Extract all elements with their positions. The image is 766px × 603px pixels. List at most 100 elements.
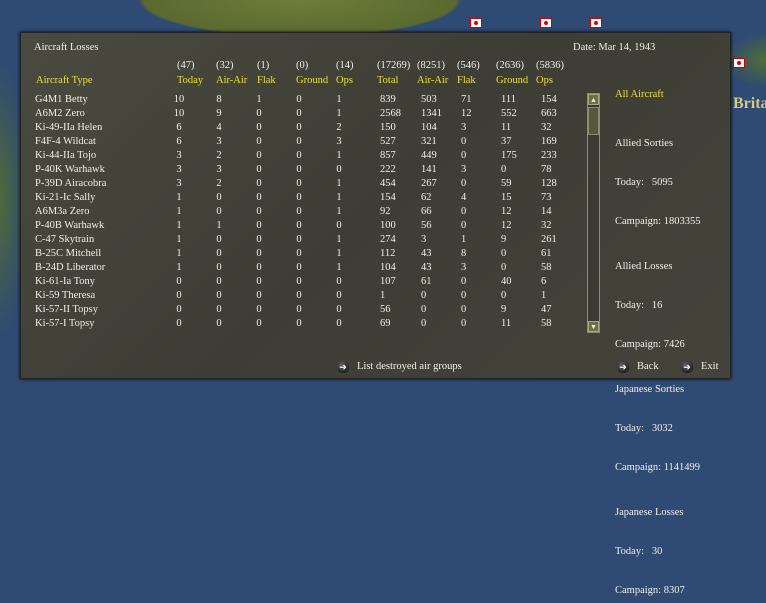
cell-value: 0 — [421, 318, 427, 329]
column-header[interactable]: Flak — [457, 75, 476, 86]
cell-value: 0 — [501, 290, 507, 301]
column-header[interactable]: Ops — [536, 75, 553, 86]
cell-value: 3 — [216, 164, 222, 175]
cell-value: 0 — [296, 262, 302, 273]
cell-value: 0 — [296, 94, 302, 105]
table-row[interactable]: Ki-57-II Topsy 0 0 0 0 0 56 0 0 9 47 — [21, 303, 571, 317]
column-header[interactable]: Ground — [296, 75, 329, 86]
cell-value: 1 — [336, 206, 342, 217]
exit-button[interactable]: ➔ Exit — [681, 360, 719, 373]
cell-value: 3 — [176, 178, 182, 189]
cell-value: 0 — [256, 248, 262, 259]
cell-value: 56 — [380, 304, 391, 315]
cell-value: 66 — [421, 206, 432, 217]
cell-value: 0 — [296, 318, 302, 329]
column-total: (5836) — [536, 60, 564, 71]
cell-value: 4 — [461, 192, 467, 203]
panel-title: Aircraft Losses — [34, 42, 99, 53]
cell-value: 0 — [296, 290, 302, 301]
cell-value: 71 — [461, 94, 472, 105]
cell-value: 3 — [176, 164, 182, 175]
table-row[interactable]: Ki-49-IIa Helen 6 4 0 0 2 150 104 3 11 32 — [21, 121, 571, 135]
aircraft-losses-panel: Aircraft Losses Date: Mar 14, 1943 Aircr… — [20, 32, 731, 596]
cell-value: 261 — [541, 234, 557, 245]
table-row[interactable]: Ki-57-I Topsy 0 0 0 0 0 69 0 0 11 58 — [21, 317, 571, 331]
table-row[interactable]: G4M1 Betty 10 8 1 0 1 839 503 71 111 154 — [21, 93, 571, 107]
summary-title: Allied Losses — [615, 261, 673, 272]
aircraft-name: P-40K Warhawk — [35, 164, 105, 175]
cell-value: 3 — [216, 136, 222, 147]
summary-group: Allied Losses Today: 16 Campaign: 7426 — [615, 234, 700, 351]
cell-value: 0 — [296, 220, 302, 231]
cell-value: 154 — [380, 192, 396, 203]
cell-value: 0 — [501, 262, 507, 273]
cell-value: 0 — [176, 276, 182, 287]
cell-value: 1 — [461, 234, 467, 245]
table-row[interactable]: Ki-59 Theresa 0 0 0 0 0 1 0 0 0 1 — [21, 289, 571, 303]
map-label: Brita — [733, 95, 766, 112]
cell-value: 12 — [501, 220, 512, 231]
table-row[interactable]: F4F-4 Wildcat 6 3 0 0 3 527 321 0 37 169 — [21, 135, 571, 149]
cell-value: 1 — [336, 178, 342, 189]
cell-value: 0 — [336, 276, 342, 287]
cell-value: 552 — [501, 108, 517, 119]
back-button[interactable]: ➔ Back — [617, 360, 659, 373]
scrollbar[interactable]: ▲ ▼ — [587, 93, 600, 333]
cell-value: 0 — [461, 318, 467, 329]
table-row[interactable]: Ki-21-Ic Sally 1 0 0 0 1 154 62 4 15 73 — [21, 191, 571, 205]
column-header[interactable]: Air-Air — [417, 75, 449, 86]
aircraft-name: A6M3a Zero — [35, 206, 90, 217]
table-row[interactable]: P-40K Warhawk 3 3 0 0 0 222 141 3 0 78 — [21, 163, 571, 177]
cell-value: 1 — [336, 192, 342, 203]
summary-campaign: Campaign: 1803355 — [615, 216, 701, 227]
list-destroyed-air-groups-button[interactable]: ➔ List destroyed air groups — [337, 360, 462, 373]
button-label: Back — [637, 361, 659, 372]
table-row[interactable]: P-40B Warhawk 1 1 0 0 0 100 56 0 12 32 — [21, 219, 571, 233]
cell-value: 14 — [541, 206, 552, 217]
cell-value: 3 — [421, 234, 427, 245]
column-header[interactable]: Today — [177, 75, 204, 86]
cell-value: 0 — [256, 136, 262, 147]
cell-value: 0 — [461, 178, 467, 189]
japanese-flag-icon — [590, 18, 602, 28]
table-row[interactable]: Ki-44-IIa Tojo 3 2 0 0 1 857 449 0 175 233 — [21, 149, 571, 163]
cell-value: 1 — [336, 108, 342, 119]
table-row[interactable]: C-47 Skytrain 1 0 0 0 1 274 3 1 9 261 — [21, 233, 571, 247]
cell-value: 0 — [256, 304, 262, 315]
summary-title: Japanese Sorties — [615, 384, 685, 395]
date-label: Date: Mar 14, 1943 — [573, 42, 656, 53]
cell-value: 11 — [501, 318, 512, 329]
cell-value: 62 — [421, 192, 432, 203]
cell-value: 150 — [380, 122, 396, 133]
cell-value: 6 — [541, 276, 547, 287]
cell-value: 3 — [461, 164, 467, 175]
aircraft-name: B-24D Liberator — [35, 262, 106, 273]
cell-value: 1 — [336, 262, 342, 273]
scroll-thumb[interactable] — [588, 107, 599, 135]
cell-value: 104 — [421, 122, 437, 133]
summary-today: Today: 5095 — [615, 177, 673, 188]
scroll-down-icon[interactable]: ▼ — [588, 321, 599, 332]
cell-value: 3 — [461, 122, 467, 133]
cell-value: 0 — [296, 234, 302, 245]
column-header[interactable]: Ground — [496, 75, 529, 86]
column-header[interactable]: Ops — [336, 75, 353, 86]
table-row[interactable]: A6M3a Zero 1 0 0 0 1 92 66 0 12 14 — [21, 205, 571, 219]
table-row[interactable]: B-24D Liberator 1 0 0 0 1 104 43 3 0 58 — [21, 261, 571, 275]
aircraft-name: Ki-57-II Topsy — [35, 304, 98, 315]
column-header[interactable]: Total — [377, 75, 399, 86]
table-row[interactable]: A6M2 Zero 10 9 0 0 1 2568 1341 12 552 663 — [21, 107, 571, 121]
cell-value: 0 — [336, 318, 342, 329]
aircraft-name: Ki-21-Ic Sally — [35, 192, 96, 203]
column-header[interactable]: Air-Air — [216, 75, 248, 86]
summary-campaign: Campaign: 1141499 — [615, 462, 701, 473]
cell-value: 0 — [501, 248, 507, 259]
cell-value: 1 — [176, 234, 182, 245]
table-row[interactable]: B-25C Mitchell 1 0 0 0 1 112 43 8 0 61 — [21, 247, 571, 261]
table-row[interactable]: Ki-61-Ia Tony 0 0 0 0 0 107 61 0 40 6 — [21, 275, 571, 289]
cell-value: 839 — [380, 94, 396, 105]
column-header[interactable]: Flak — [257, 75, 276, 86]
table-row[interactable]: P-39D Airacobra 3 2 0 0 1 454 267 0 59 128 — [21, 177, 571, 191]
scroll-up-icon[interactable]: ▲ — [588, 94, 599, 105]
column-total: (8251) — [417, 60, 445, 71]
